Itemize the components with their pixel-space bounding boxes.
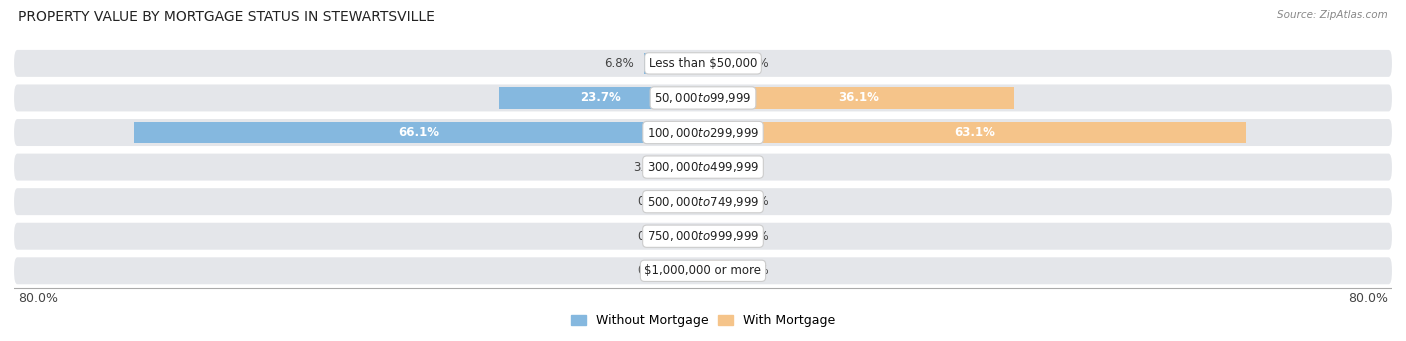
Text: 0.0%: 0.0% bbox=[637, 195, 666, 208]
Text: $300,000 to $499,999: $300,000 to $499,999 bbox=[647, 160, 759, 174]
Text: $100,000 to $299,999: $100,000 to $299,999 bbox=[647, 125, 759, 139]
Text: 80.0%: 80.0% bbox=[1347, 292, 1388, 305]
Text: 3.4%: 3.4% bbox=[634, 161, 664, 174]
Bar bbox=[703, 122, 1246, 143]
Legend: Without Mortgage, With Mortgage: Without Mortgage, With Mortgage bbox=[565, 309, 841, 332]
Text: 0.0%: 0.0% bbox=[637, 264, 666, 277]
Text: 0.0%: 0.0% bbox=[740, 230, 769, 243]
Bar bbox=[703, 260, 728, 282]
Text: 63.1%: 63.1% bbox=[955, 126, 995, 139]
Text: $500,000 to $749,999: $500,000 to $749,999 bbox=[647, 195, 759, 209]
FancyBboxPatch shape bbox=[14, 153, 1392, 181]
Text: 6.8%: 6.8% bbox=[605, 57, 634, 70]
Text: 80.0%: 80.0% bbox=[18, 292, 59, 305]
Text: $750,000 to $999,999: $750,000 to $999,999 bbox=[647, 229, 759, 243]
Bar bbox=[134, 122, 703, 143]
FancyBboxPatch shape bbox=[14, 85, 1392, 112]
Bar bbox=[673, 157, 703, 178]
Text: 66.1%: 66.1% bbox=[398, 126, 439, 139]
Text: 0.0%: 0.0% bbox=[740, 57, 769, 70]
FancyBboxPatch shape bbox=[14, 257, 1392, 284]
Text: PROPERTY VALUE BY MORTGAGE STATUS IN STEWARTSVILLE: PROPERTY VALUE BY MORTGAGE STATUS IN STE… bbox=[18, 10, 434, 24]
Text: 23.7%: 23.7% bbox=[581, 91, 621, 104]
Text: 0.0%: 0.0% bbox=[637, 230, 666, 243]
Text: 36.1%: 36.1% bbox=[838, 91, 879, 104]
FancyBboxPatch shape bbox=[14, 119, 1392, 146]
Text: Source: ZipAtlas.com: Source: ZipAtlas.com bbox=[1277, 10, 1388, 20]
Bar bbox=[678, 225, 703, 247]
Bar bbox=[703, 87, 1014, 109]
Bar bbox=[703, 191, 728, 212]
FancyBboxPatch shape bbox=[14, 188, 1392, 215]
Bar bbox=[499, 87, 703, 109]
FancyBboxPatch shape bbox=[14, 223, 1392, 250]
Bar bbox=[678, 191, 703, 212]
Bar bbox=[703, 157, 710, 178]
Bar bbox=[703, 53, 728, 74]
FancyBboxPatch shape bbox=[14, 50, 1392, 77]
Bar bbox=[703, 225, 728, 247]
Text: 0.0%: 0.0% bbox=[740, 195, 769, 208]
Text: Less than $50,000: Less than $50,000 bbox=[648, 57, 758, 70]
Text: 0.0%: 0.0% bbox=[740, 264, 769, 277]
Text: 0.82%: 0.82% bbox=[720, 161, 758, 174]
Text: $1,000,000 or more: $1,000,000 or more bbox=[644, 264, 762, 277]
Bar bbox=[678, 260, 703, 282]
Text: $50,000 to $99,999: $50,000 to $99,999 bbox=[654, 91, 752, 105]
Bar bbox=[644, 53, 703, 74]
